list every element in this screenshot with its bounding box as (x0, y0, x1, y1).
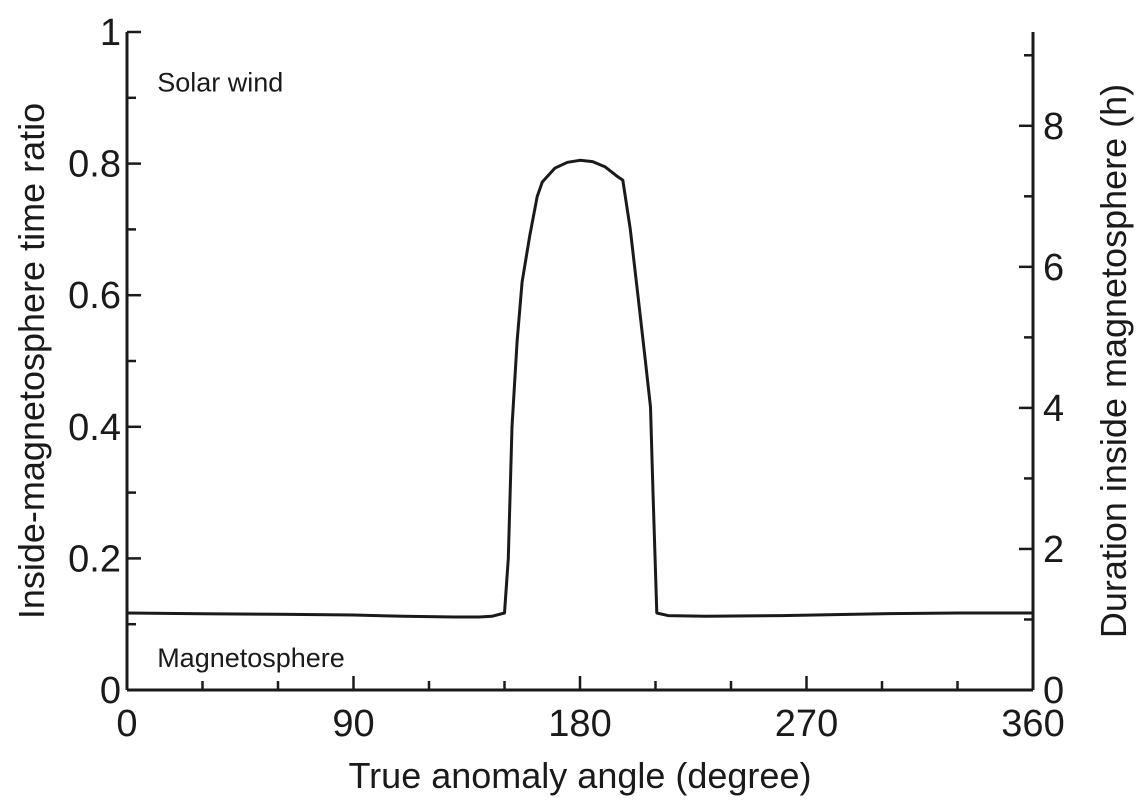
y-tick-label: 0.8 (68, 144, 121, 186)
x-axis-title: True anomaly angle (degree) (349, 755, 812, 796)
y-tick-label: 0.4 (68, 407, 121, 449)
y-tick-label: 0.2 (68, 538, 121, 580)
y-axis-title: Inside-magnetosphere time ratio (11, 103, 52, 619)
y2-tick-label: 4 (1043, 388, 1064, 430)
y2-tick-label: 6 (1043, 247, 1064, 289)
annotation-solar-wind: Solar wind (157, 67, 283, 97)
y-tick-label: 0.6 (68, 275, 121, 317)
ticks (125, 30, 1035, 692)
y2-tick-label: 2 (1043, 529, 1064, 571)
annotation-magnetosphere: Magnetosphere (157, 643, 345, 673)
y-tick-label: 1 (100, 12, 121, 54)
x-tick-label: 360 (1001, 703, 1064, 745)
series-line (126, 158, 1033, 619)
y-tick-label: 0 (100, 670, 121, 712)
y2-tick-label: 0 (1043, 670, 1064, 712)
x-tick-label: 90 (332, 703, 374, 745)
x-tick-label: 0 (116, 703, 137, 745)
y2-axis-title: Duration inside magnetosphere (h) (1093, 84, 1134, 638)
x-tick-label: 270 (775, 703, 838, 745)
plot-frame (125, 32, 1035, 692)
x-tick-label: 180 (548, 703, 611, 745)
y2-tick-label: 8 (1043, 106, 1064, 148)
